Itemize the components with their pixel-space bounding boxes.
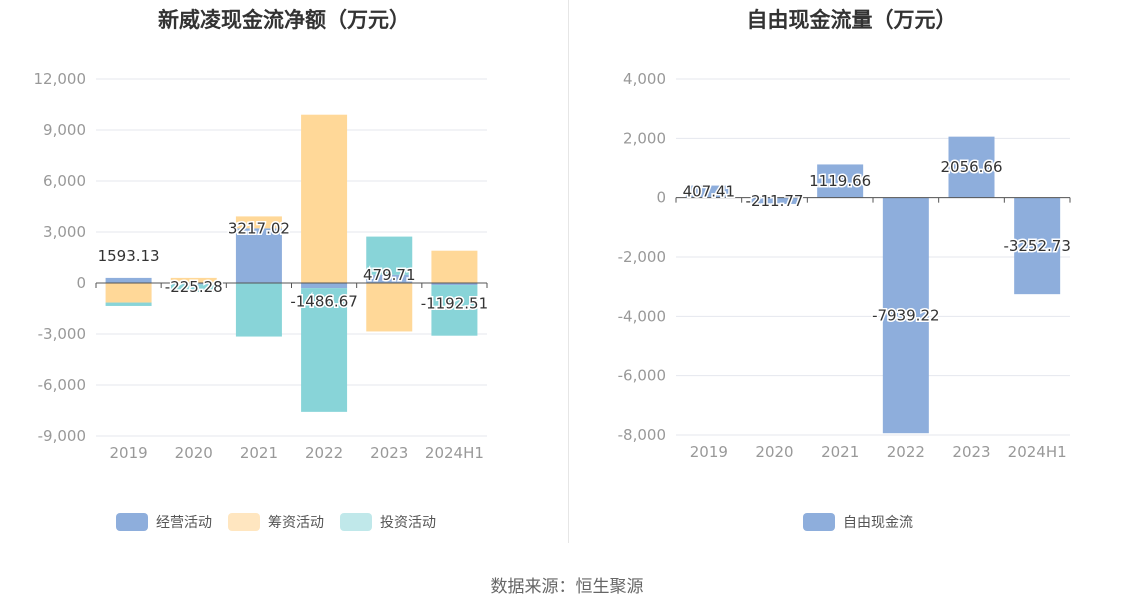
x-tick-label: 2023 [952,443,990,461]
bar-2 [431,250,478,283]
legend-swatch [340,513,372,531]
data-label: -7939.22 [872,306,939,324]
x-tick-label: 2023 [370,444,408,462]
data-label: -3252.73 [1003,237,1070,255]
bar-2 [235,216,282,229]
bar-1 [882,197,929,434]
left-chart-svg: -9,000 -6,000 -3,000 0 3,000 6,000 9,000 12,000… [34,70,490,531]
data-label: -1486.67 [290,292,357,310]
bar-1 [431,283,478,286]
x-tick-label: 2022 [887,443,925,461]
right-chart-svg: -8,000 -6,000 -4,000 -2,000 0 2,000 4,000 2019 2… [618,70,1072,531]
right-chart-title: 自由现金流量（万元） [746,8,957,32]
x-tick-label: 2019 [690,443,728,461]
x-tick-label: 2021 [240,444,278,462]
bar-3 [366,236,413,275]
data-label: 3217.02 [228,219,290,237]
x-tick-label: 2019 [109,444,147,462]
y-tick-label: -4,000 [618,307,666,325]
y-tick-label: 0 [656,189,666,207]
legend-swatch [228,513,260,531]
y-tick-label: -6,000 [618,367,666,385]
legend-swatch [803,513,835,531]
x-tick-label: 2021 [821,443,859,461]
x-tick-label: 2020 [755,443,793,461]
data-label: -225.28 [165,278,223,296]
bar-3 [431,285,478,336]
y-tick-label: 3,000 [43,223,86,241]
panel-divider [568,0,569,543]
data-label: 1593.13 [98,247,160,265]
bar-3 [105,302,152,306]
data-label: 479.71 [363,266,416,284]
bar-1 [751,197,798,204]
x-tick-label: 2020 [175,444,213,462]
data-label: -1192.51 [421,294,488,312]
right-chart-panel: 自由现金流量（万元） -8,000 -6,000 -4,000 -2,000 0 2,00… [569,0,1134,545]
x-tick-label: 2024H1 [1008,443,1067,461]
y-tick-label: -3,000 [38,325,86,343]
bar-1 [170,283,217,285]
bar-2 [105,283,152,303]
bar-3 [170,284,217,293]
bar-1 [948,136,995,198]
y-tick-label: 2,000 [623,129,666,147]
bar-1 [235,228,282,283]
bar-1 [1014,197,1061,295]
bar-1 [817,164,864,198]
left-chart-title: 新威凌现金流净额（万元） [158,8,410,32]
y-tick-label: -6,000 [38,376,86,394]
y-tick-label: -2,000 [618,248,666,266]
legend-label: 投资活动 [380,515,436,531]
bar-3 [301,288,348,412]
bar-1 [685,185,732,198]
y-tick-label: 4,000 [623,70,666,88]
y-tick-label: 0 [76,274,86,292]
legend-label: 经营活动 [156,515,212,531]
bar-1 [105,277,152,283]
legend-label: 自由现金流 [843,515,913,531]
bar-2 [366,283,413,332]
y-tick-label: -8,000 [618,426,666,444]
bar-2 [301,114,348,283]
bar-1 [366,274,413,283]
bar-2 [170,277,217,283]
bar-3 [235,283,282,337]
bar-1 [301,283,348,289]
legend-label: 筹资活动 [268,514,324,531]
y-tick-label: 12,000 [34,70,87,88]
data-label: -211.77 [746,192,804,210]
y-tick-label: 6,000 [43,172,86,190]
left-chart-panel: 新威凌现金流净额（万元） -9,000 -6,000 -3,000 0 3,000 6,0… [0,0,568,545]
y-tick-label: -9,000 [38,427,86,445]
legend-swatch [116,513,148,531]
data-label: 2056.66 [940,158,1002,176]
x-tick-label: 2022 [305,444,343,462]
y-tick-label: 9,000 [43,121,86,139]
x-tick-label: 2024H1 [425,444,484,462]
data-label: 1119.66 [809,172,871,190]
data-source-note: 数据来源：恒生聚源 [490,577,644,597]
data-label: 407.41 [683,183,736,201]
